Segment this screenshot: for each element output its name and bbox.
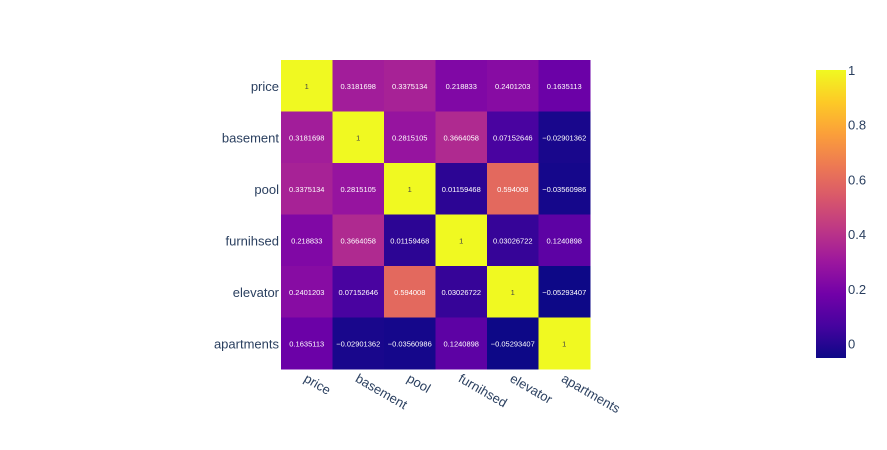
x-tick-label-price: price — [302, 371, 334, 398]
heatmap-cell-label: 1 — [356, 133, 360, 142]
heatmap-cell-furnihsed-pool — [384, 214, 436, 267]
heatmap-cell-labels: 1 0.3181698 0.3375134 0.218833 0.2401203 0.16… — [289, 82, 586, 349]
colorbar-gradient — [816, 70, 846, 358]
heatmap-cell-pool-basement — [332, 163, 385, 215]
colorbar: 0 0.2 0.4 0.6 0.8 1 — [816, 63, 866, 358]
heatmap-cell-label: 0.2401203 — [289, 288, 324, 297]
heatmap-cell-furnihsed-price — [281, 214, 333, 267]
heatmap-cell-price-apartments — [538, 60, 591, 112]
colorbar-tick-label: 1 — [848, 63, 855, 78]
heatmap-cell-price-furnihsed — [435, 60, 488, 112]
heatmap-cell-label: 0.594008 — [394, 288, 425, 297]
heatmap-cell-elevator-apartments — [538, 266, 591, 318]
heatmap-cell-pool-price — [281, 163, 333, 215]
x-tick-label-apartments: apartments — [559, 371, 623, 417]
heatmap-cell-basement-pool — [384, 111, 436, 164]
heatmap-cell-basement-furnihsed — [435, 111, 488, 164]
heatmap-cell-label: −0.05293407 — [542, 288, 586, 297]
heatmap-cell-label: 1 — [305, 82, 309, 91]
heatmap-cell-elevator-furnihsed — [435, 266, 488, 318]
heatmap-cell-basement-elevator — [487, 111, 539, 164]
heatmap-cell-furnihsed-apartments — [538, 214, 591, 267]
heatmap-cell-elevator-basement — [332, 266, 385, 318]
heatmap-cell-label: 0.1635113 — [547, 82, 582, 91]
heatmap-cell-label: −0.02901362 — [336, 339, 380, 348]
heatmap-cell-basement-basement — [332, 111, 385, 164]
heatmap-cell-label: −0.02901362 — [542, 133, 586, 142]
heatmap-cell-pool-elevator — [487, 163, 539, 215]
y-tick-label-pool: pool — [254, 182, 279, 197]
heatmap-cell-furnihsed-elevator — [487, 214, 539, 267]
heatmap-cell-label: 0.1240898 — [444, 339, 479, 348]
heatmap-cell-apartments-pool — [384, 317, 436, 370]
y-tick-label-apartments: apartments — [214, 336, 280, 351]
heatmap-cell-label: 1 — [562, 339, 566, 348]
heatmap-cell-label: 0.1240898 — [547, 236, 582, 245]
heatmap-cell-label: 1 — [408, 185, 412, 194]
heatmap-cell-pool-apartments — [538, 163, 591, 215]
y-axis-tick-labels: price basement pool furnihsed elevator apartm… — [214, 79, 280, 352]
heatmap-cell-label: −0.03560986 — [388, 339, 432, 348]
heatmap-cell-label: 1 — [459, 236, 463, 245]
heatmap-cell-label: 0.2815105 — [392, 133, 427, 142]
heatmap-cell-elevator-price — [281, 266, 333, 318]
heatmap-cell-label: −0.03560986 — [542, 185, 586, 194]
y-tick-label-basement: basement — [222, 130, 279, 145]
heatmap-cell-label: 0.03026722 — [441, 288, 481, 297]
y-tick-label-price: price — [251, 79, 279, 94]
heatmap-cell-label: 0.01159468 — [390, 236, 429, 245]
heatmap-cell-apartments-apartments — [538, 317, 591, 370]
heatmap-cell-elevator-pool — [384, 266, 436, 318]
heatmap-cell-price-basement — [332, 60, 385, 112]
heatmap-cell-label: 0.3181698 — [289, 133, 324, 142]
heatmap-cell-label: 0.594008 — [497, 185, 528, 194]
heatmap-cell-apartments-elevator — [487, 317, 539, 370]
colorbar-tick-label: 0.4 — [848, 227, 866, 242]
x-tick-label-pool: pool — [405, 371, 434, 396]
colorbar-tick-label: 0.2 — [848, 282, 866, 297]
heatmap-cell-label: 0.03026722 — [493, 236, 533, 245]
heatmap-cell-price-elevator — [487, 60, 539, 112]
heatmap-cell-elevator-elevator — [487, 266, 539, 318]
heatmap-cell-price-pool — [384, 60, 436, 112]
heatmap-cell-furnihsed-furnihsed — [435, 214, 488, 267]
heatmap-cell-label: 0.07152646 — [338, 288, 378, 297]
heatmap-cell-label: 0.2815105 — [341, 185, 376, 194]
colorbar-tick-label: 0.8 — [848, 118, 866, 133]
y-tick-label-furnihsed: furnihsed — [226, 233, 279, 248]
heatmap-cell-apartments-furnihsed — [435, 317, 488, 370]
heatmap-cell-apartments-basement — [332, 317, 385, 370]
heatmap-cell-label: 0.2401203 — [495, 82, 530, 91]
x-tick-label-furnihsed: furnihsed — [456, 371, 510, 411]
heatmap-cell-furnihsed-basement — [332, 214, 385, 267]
heatmap-cell-label: 0.218833 — [291, 236, 322, 245]
heatmap-cell-label: 0.3664058 — [341, 236, 376, 245]
heatmap-cell-label: 0.3181698 — [341, 82, 376, 91]
heatmap-cell-label: 0.3375134 — [392, 82, 427, 91]
heatmap-cell-label: 0.3375134 — [289, 185, 324, 194]
heatmap-cell-label: 0.3664058 — [444, 133, 479, 142]
heatmap-cell-label: 1 — [511, 288, 515, 297]
heatmap-cell-label: 0.1635113 — [289, 339, 324, 348]
heatmap-cell-label: 0.218833 — [446, 82, 477, 91]
heatmap-cell-basement-apartments — [538, 111, 591, 164]
heatmap-cell-basement-price — [281, 111, 333, 164]
y-tick-label-elevator: elevator — [233, 285, 280, 300]
heatmap-cells — [281, 60, 591, 370]
heatmap-cell-price-price — [281, 60, 333, 112]
heatmap-cell-apartments-price — [281, 317, 333, 370]
colorbar-tick-label: 0 — [848, 337, 855, 352]
heatmap-cell-label: 0.07152646 — [493, 133, 533, 142]
heatmap-cell-label: 0.01159468 — [442, 185, 481, 194]
heatmap-cell-pool-pool — [384, 163, 436, 215]
heatmap-cell-pool-furnihsed — [435, 163, 488, 215]
heatmap-cell-label: −0.05293407 — [491, 339, 535, 348]
colorbar-tick-label: 0.6 — [848, 172, 866, 187]
x-tick-label-basement: basement — [353, 371, 410, 413]
x-tick-label-elevator: elevator — [508, 371, 556, 407]
